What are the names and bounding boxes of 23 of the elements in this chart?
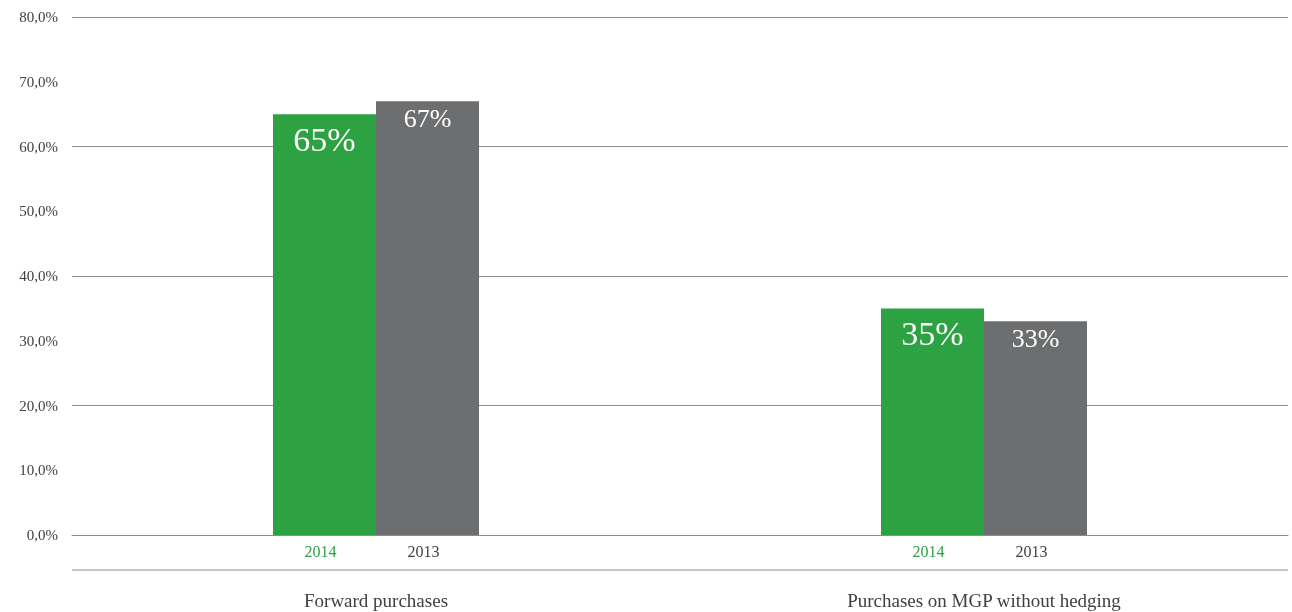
y-tick-label: 10,0% <box>19 462 58 479</box>
y-tick-label: 0,0% <box>26 527 58 543</box>
x-tick-label: Purchases on MGP without hedging <box>847 590 1122 611</box>
y-tick-label: 20,0% <box>19 397 58 414</box>
bar <box>273 114 376 535</box>
bar <box>984 321 1087 535</box>
bar <box>376 101 479 535</box>
y-tick-label: 80,0% <box>19 9 58 25</box>
series-label: 2013 <box>407 542 440 560</box>
y-tick-label: 50,0% <box>19 203 58 220</box>
data-label: 33% <box>1011 323 1060 353</box>
data-label: 67% <box>403 103 452 133</box>
text: 2013 <box>1015 542 1048 560</box>
y-tick-label: 30,0% <box>19 332 58 349</box>
y-tick-label: 60,0% <box>19 138 58 155</box>
series-label: 2014 <box>304 542 337 560</box>
data-label: 35% <box>901 314 964 352</box>
bar <box>881 308 984 535</box>
x-tick-label: Forward purchases <box>303 590 449 611</box>
text: 2014 <box>912 542 945 560</box>
y-tick-label: 40,0% <box>19 268 58 284</box>
data-label: 65% <box>293 120 356 158</box>
y-tick-label: 70,0% <box>19 73 58 90</box>
